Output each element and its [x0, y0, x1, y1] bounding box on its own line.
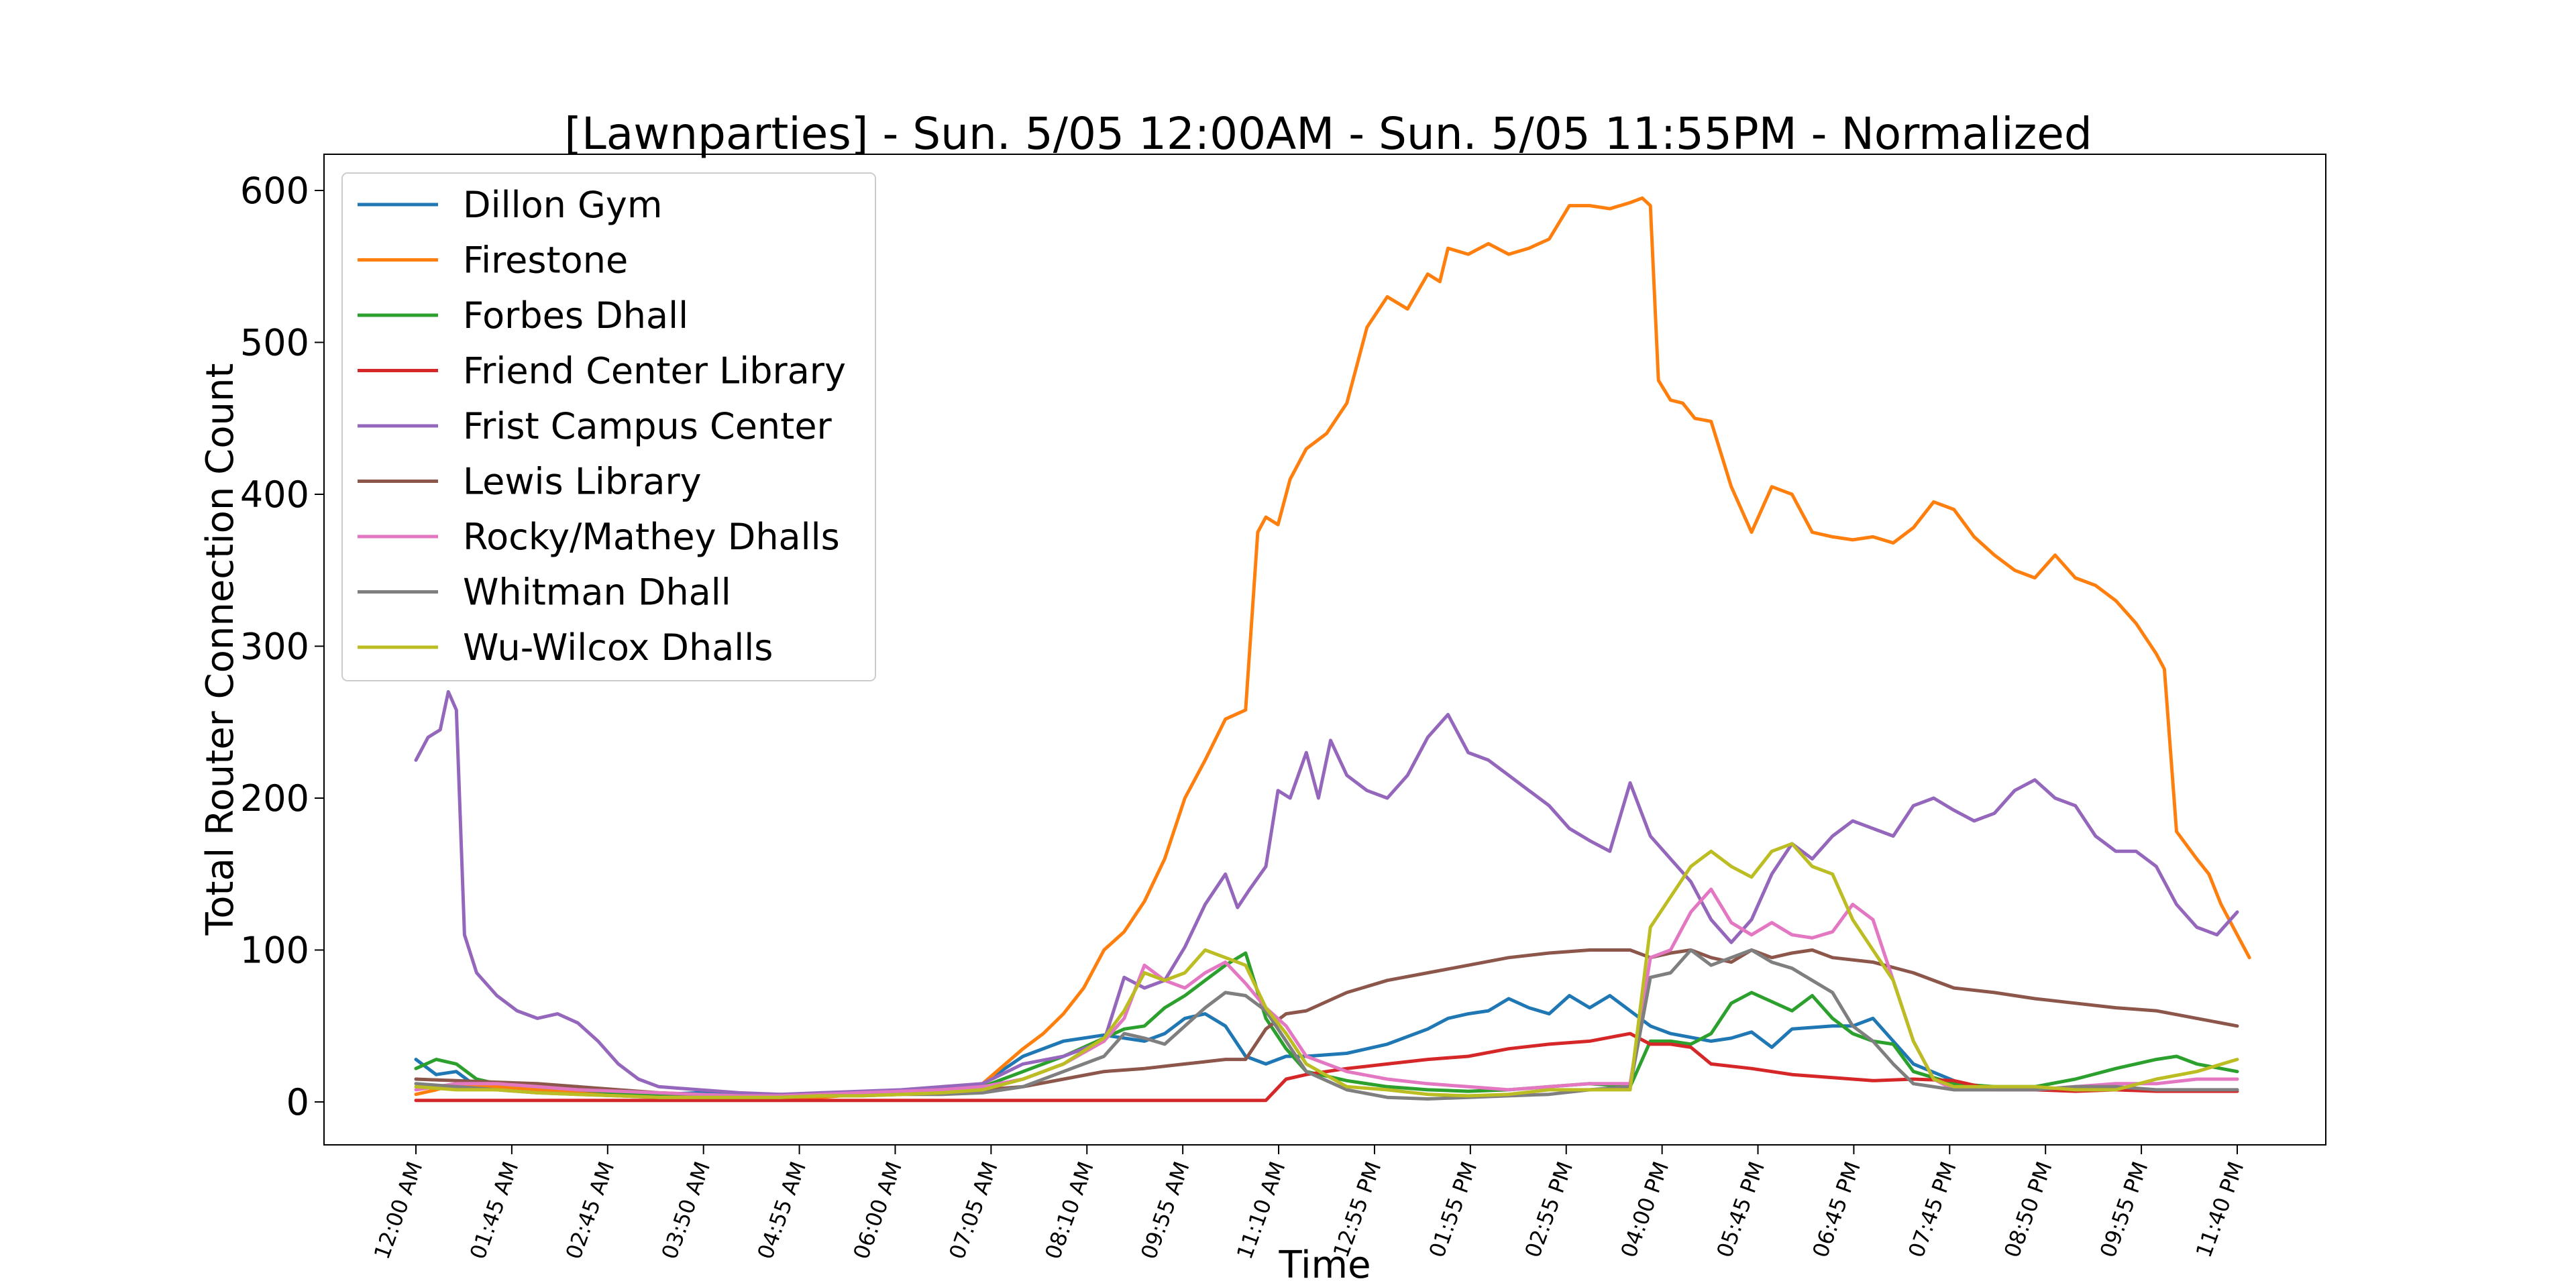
y-tick-label: 600 [240, 170, 309, 212]
x-tick-label: 03:50 AM [657, 1158, 716, 1263]
x-tick-label: 09:55 PM [2095, 1158, 2153, 1261]
legend-label: Rocky/Mathey Dhalls [463, 516, 840, 558]
x-tick-label: 08:10 AM [1040, 1158, 1099, 1263]
x-tick-label: 06:00 AM [848, 1158, 907, 1263]
x-tick-label: 12:00 AM [369, 1158, 428, 1263]
y-tick-label: 300 [240, 626, 309, 668]
x-tick-label: 01:45 AM [465, 1158, 524, 1263]
chart-title: [Lawnparties] - Sun. 5/05 12:00AM - Sun.… [564, 108, 2092, 160]
series-lines [414, 196, 2251, 1103]
legend-label: Lewis Library [463, 461, 702, 503]
x-tick-label: 11:40 PM [2191, 1158, 2249, 1261]
x-tick-label: 06:45 PM [1807, 1158, 1866, 1261]
y-axis: 0 100 200 300 400 500 600 [240, 170, 324, 1123]
x-tick-label: 09:55 AM [1136, 1158, 1195, 1263]
legend-label: Firestone [463, 239, 628, 282]
legend-label: Dillon Gym [463, 184, 662, 226]
legend-label: Wu-Wilcox Dhalls [463, 626, 773, 669]
y-tick-label: 500 [240, 322, 309, 364]
legend-label: Friend Center Library [463, 350, 846, 392]
series-line [414, 842, 2239, 1099]
legend: Dillon Gym Firestone Forbes Dhall Friend Ce… [341, 172, 876, 681]
legend-frame [341, 172, 876, 681]
series-line [414, 689, 2239, 1097]
legend-label: Forbes Dhall [463, 294, 688, 337]
y-axis-title: Total Router Connection Count [199, 364, 242, 936]
y-tick-label: 400 [240, 474, 309, 516]
x-tick-label: 07:05 AM [944, 1158, 1003, 1263]
x-tick-label: 04:00 PM [1615, 1158, 1674, 1261]
legend-items: Dillon Gym Firestone Forbes Dhall Friend Ce… [358, 184, 846, 669]
y-tick-label: 200 [240, 777, 309, 820]
x-tick-label: 08:50 PM [1999, 1158, 2057, 1261]
y-tick-label: 0 [286, 1081, 309, 1123]
legend-label: Frist Campus Center [463, 405, 833, 447]
x-tick-label: 07:45 PM [1903, 1158, 1962, 1261]
x-tick-label: 02:55 PM [1519, 1158, 1578, 1261]
x-tick-label: 01:55 PM [1424, 1158, 1483, 1261]
x-axis-title: Time [1278, 1243, 1371, 1281]
plot-area [323, 154, 2326, 1146]
x-tick-label: 05:45 PM [1711, 1158, 1770, 1261]
x-tick-label: 04:55 AM [752, 1158, 811, 1263]
x-tick-label: 02:45 AM [561, 1158, 620, 1263]
y-tick-label: 100 [240, 930, 309, 972]
series-line [414, 887, 2239, 1098]
legend-label: Whitman Dhall [463, 571, 731, 614]
